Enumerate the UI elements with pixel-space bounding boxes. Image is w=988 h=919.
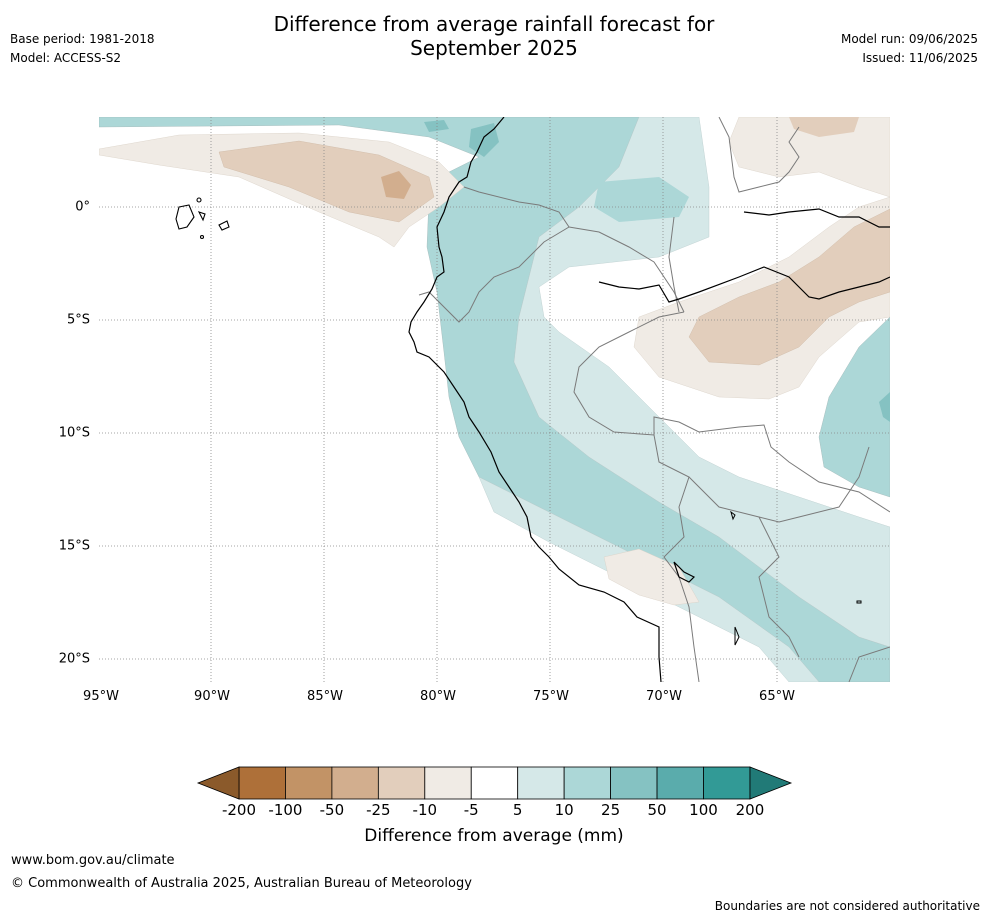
lon-label-70w: 70°W [646, 689, 682, 704]
colorbar-tick-label: -50 [319, 801, 345, 819]
colorbar-tick-label: -200 [221, 801, 257, 819]
title-line-2: September 2025 [410, 36, 578, 60]
anomaly-region-negative-north-core [789, 117, 859, 137]
colorbar-swatch [656, 766, 704, 800]
model-run-text: Model run: 09/06/2025 [840, 32, 978, 46]
colorbar-tick-label: 10 [554, 801, 574, 819]
colorbar-tick-label: -100 [268, 801, 303, 819]
colorbar-tick-label: 5 [512, 801, 523, 819]
colorbar-swatch [377, 766, 426, 800]
footer-url[interactable]: www.bom.gov.au/climate [11, 853, 175, 868]
colorbar-tick-label: -25 [366, 801, 391, 819]
title-line-1: Difference from average rainfall forecas… [273, 12, 715, 36]
rainfall-anomaly-map [99, 117, 890, 682]
colorbar-swatch [563, 766, 611, 800]
colorbar-swatch [470, 766, 519, 800]
colorbar-tick-label: 25 [601, 801, 621, 819]
colorbar-tick-label: 50 [647, 801, 667, 819]
colorbar-min-arrow [196, 766, 240, 800]
colorbar-tick-label: -5 [463, 801, 479, 819]
issued-text: Issued: 11/06/2025 [862, 51, 978, 65]
lon-label-80w: 80°W [420, 689, 456, 704]
colorbar-swatch [424, 766, 472, 800]
anomaly-region-negative-altiplano [603, 548, 700, 606]
lat-label-10s: 10°S [58, 425, 90, 441]
anomaly-region-positive-strong-small [424, 120, 449, 132]
lon-label-95w: 95°W [83, 689, 119, 704]
lon-label-90w: 90°W [194, 689, 230, 704]
small-islands [730, 510, 862, 646]
colorbar [196, 766, 793, 800]
country-borders [418, 117, 890, 682]
model-text: Model: ACCESS-S2 [10, 51, 122, 65]
anomaly-region-negative-ocean-core [218, 140, 435, 223]
colorbar-max-arrow [749, 766, 793, 800]
lat-label-15s: 15°S [58, 538, 90, 554]
anomaly-region-positive-east [818, 316, 890, 498]
anomaly-region-negative-north [728, 117, 890, 198]
colorbar-swatch [285, 766, 333, 800]
disclaimer-text: Boundaries are not considered authoritat… [714, 899, 980, 913]
lat-label-0: 0° [75, 199, 90, 215]
anomaly-region-negative-ocean-strong [381, 171, 411, 199]
lat-label-20s: 20°S [58, 651, 90, 667]
lon-label-65w: 65°W [759, 689, 795, 704]
colorbar-swatch [610, 766, 658, 800]
anomaly-region-positive-north-inland [594, 177, 689, 222]
colorbar-swatches [238, 766, 751, 800]
colorbar-swatch [517, 766, 565, 800]
copyright-text: © Commonwealth of Australia 2025, Austra… [11, 876, 472, 891]
base-period-text: Base period: 1981-2018 [10, 32, 155, 46]
lon-label-85w: 85°W [307, 689, 343, 704]
lat-label-5s: 5°S [66, 312, 90, 328]
colorbar-tick-label: 100 [689, 801, 718, 819]
colorbar-tick-label: -10 [412, 801, 438, 819]
colorbar-swatch [331, 766, 379, 800]
colorbar-swatch [703, 766, 751, 800]
colorbar-swatch [238, 766, 286, 800]
coastline [408, 117, 890, 682]
colorbar-title: Difference from average (mm) [364, 826, 624, 846]
graticule [99, 117, 890, 682]
lon-label-75w: 75°W [533, 689, 569, 704]
anomaly-region-negative-amazon-core [688, 208, 890, 366]
anomaly-region-positive-east-strong [879, 392, 890, 422]
colorbar-tick-label: 200 [735, 801, 765, 819]
anomaly-region-light-band-east [513, 117, 890, 648]
map-title: Difference from average rainfall forecas… [0, 12, 988, 60]
galapagos-islands [175, 197, 230, 240]
